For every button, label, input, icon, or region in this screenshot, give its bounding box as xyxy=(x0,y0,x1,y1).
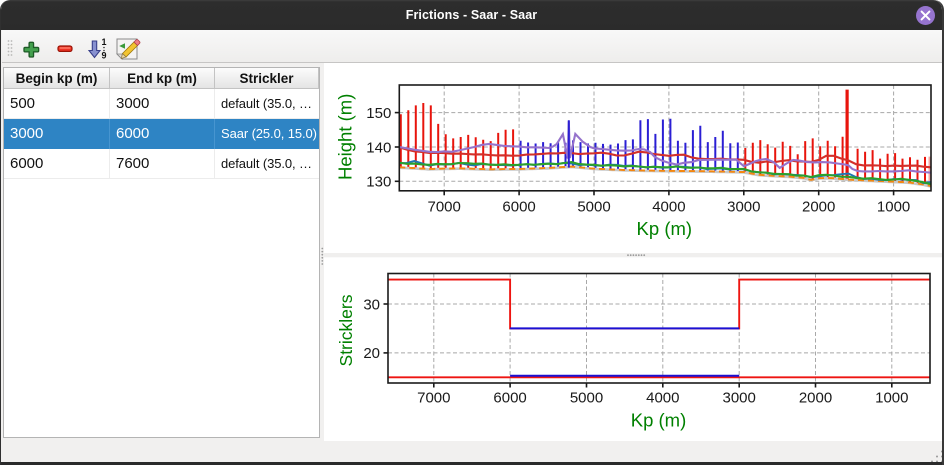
svg-text:6000: 6000 xyxy=(493,390,526,407)
svg-text:150: 150 xyxy=(366,105,391,122)
svg-text:5000: 5000 xyxy=(570,390,603,407)
svg-text:Height (m): Height (m) xyxy=(335,94,356,180)
svg-text:20: 20 xyxy=(363,345,380,362)
svg-text:5000: 5000 xyxy=(577,198,610,215)
svg-text:4000: 4000 xyxy=(652,198,685,215)
svg-text:2000: 2000 xyxy=(799,390,832,407)
svg-text:1000: 1000 xyxy=(877,198,910,215)
svg-text:Stricklers: Stricklers xyxy=(336,294,356,366)
svg-text:9: 9 xyxy=(102,51,107,61)
svg-text:Kp (m): Kp (m) xyxy=(637,218,693,239)
svg-text:130: 130 xyxy=(366,174,391,191)
svg-text:4000: 4000 xyxy=(646,390,679,407)
svg-text:Kp (m): Kp (m) xyxy=(631,410,687,431)
svg-text:2000: 2000 xyxy=(802,198,835,215)
svg-text:3000: 3000 xyxy=(727,198,760,215)
svg-text:7000: 7000 xyxy=(417,390,450,407)
svg-text:1: 1 xyxy=(102,37,107,47)
svg-text:30: 30 xyxy=(363,296,380,313)
svg-text:140: 140 xyxy=(366,139,391,156)
svg-text:7000: 7000 xyxy=(428,198,461,215)
svg-text:1000: 1000 xyxy=(875,390,908,407)
svg-text:3000: 3000 xyxy=(723,390,756,407)
svg-text:6000: 6000 xyxy=(502,198,535,215)
